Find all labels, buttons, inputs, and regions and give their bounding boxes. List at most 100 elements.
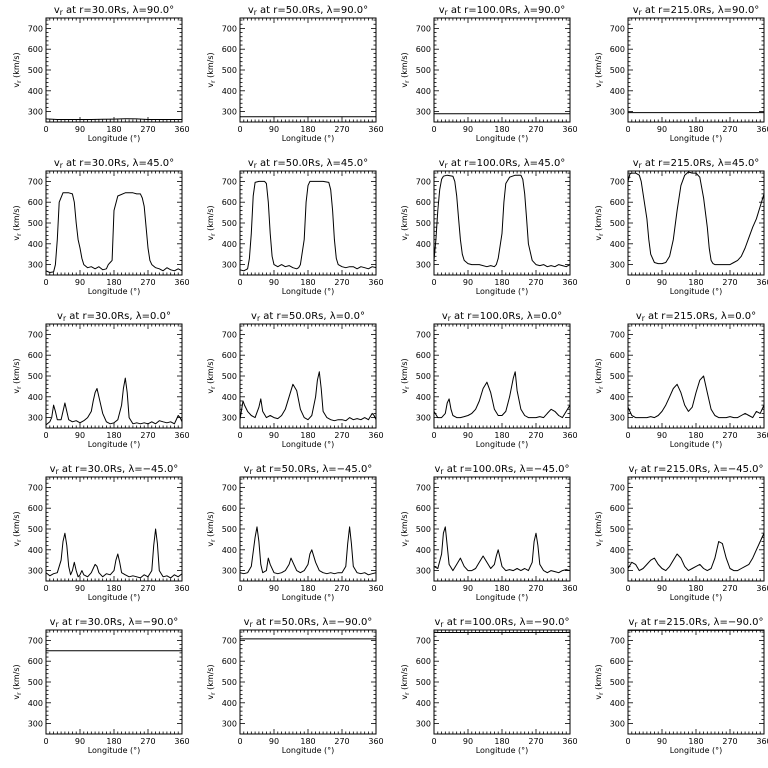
y-tick-label: 700 [222, 177, 237, 186]
panel-title-subscript: r [63, 314, 67, 323]
panel-title: vr at r=50.0Rs, λ=−45.0° [244, 464, 373, 476]
y-axis-label-subscript: r [210, 386, 217, 389]
panel-title-subscript: r [254, 8, 258, 17]
panel-6: vr at r=50.0Rs, λ=45.0°0 90 180 270 36030040… [206, 158, 384, 296]
panel-title: vr at r=100.0Rs, λ=90.0° [439, 5, 566, 17]
x-tick-label: 180 [688, 584, 703, 593]
x-tick-label: 270 [528, 431, 543, 440]
plot-frame [239, 476, 377, 582]
y-axis-label-symbol: v [400, 83, 409, 88]
y-tick-label: 300 [28, 108, 43, 117]
x-tick-label: 0 [43, 584, 48, 593]
x-tick-label: 360 [174, 584, 189, 593]
x-tick-label: 90 [269, 737, 279, 746]
y-tick-label: 600 [222, 351, 237, 360]
y-axis-label: vr (km/s) [594, 664, 605, 699]
y-axis-label-subscript: r [598, 233, 605, 236]
x-tick-label: 360 [368, 584, 383, 593]
y-axis-label-subscript: r [16, 233, 23, 236]
series-line [434, 371, 570, 419]
plot-frame [45, 629, 183, 735]
y-axis-label: vr (km/s) [12, 205, 23, 240]
panel-title-text: at r=215.0Rs, λ=0.0° [645, 311, 756, 322]
panel-title-symbol: v [435, 464, 441, 475]
y-axis-label-subscript: r [404, 386, 411, 389]
y-axis-label: vr (km/s) [400, 205, 411, 240]
y-axis-label-text: (km/s) [206, 664, 215, 692]
y-tick-label: 300 [28, 261, 43, 270]
y-axis-label: vr (km/s) [206, 511, 217, 546]
x-tick-label: 0 [625, 431, 630, 440]
panel-title: vr at r=50.0Rs, λ=90.0° [248, 5, 368, 17]
y-tick-label: 500 [222, 66, 237, 75]
series-line [46, 377, 182, 426]
panel-title-symbol: v [633, 5, 639, 16]
y-axis-label: vr (km/s) [594, 358, 605, 393]
y-tick-label: 500 [28, 66, 43, 75]
y-tick-label: 700 [610, 483, 625, 492]
panel-title-text: at r=215.0Rs, λ=90.0° [642, 5, 760, 16]
x-tick-label: 180 [300, 278, 315, 287]
x-tick-label: 270 [140, 125, 155, 134]
y-tick-label: 700 [222, 636, 237, 645]
x-tick-label: 270 [140, 278, 155, 287]
panel-9: vr at r=30.0Rs, λ=0.0°0 90 180 270 360300400… [12, 311, 190, 449]
y-tick-label: 400 [610, 699, 625, 708]
y-tick-label: 300 [416, 567, 431, 576]
y-axis-label-subscript: r [404, 80, 411, 83]
plot-frame [45, 323, 183, 429]
plot-frame [627, 476, 765, 582]
y-axis-label: vr (km/s) [400, 664, 411, 699]
x-tick-label: 270 [722, 431, 737, 440]
panel-title-text: at r=30.0Rs, λ=0.0° [66, 311, 171, 322]
y-axis-label-text: (km/s) [12, 511, 21, 539]
panel-4: vr at r=215.0Rs, λ=90.0°0901802703603004… [594, 5, 768, 143]
panel-title-symbol: v [50, 617, 56, 628]
panel-title-symbol: v [54, 5, 60, 16]
y-tick-label: 600 [222, 504, 237, 513]
y-tick-label: 500 [416, 219, 431, 228]
y-tick-label: 400 [416, 546, 431, 555]
y-tick-label: 600 [28, 45, 43, 54]
y-axis-label-text: (km/s) [12, 205, 21, 233]
x-axis-label: Longitude (°) [282, 440, 335, 449]
y-tick-label: 500 [610, 66, 625, 75]
x-tick-label: 90 [269, 125, 279, 134]
y-axis-label-text: (km/s) [594, 358, 603, 386]
x-tick-label: 360 [562, 431, 577, 440]
x-tick-label: 0 [431, 737, 436, 746]
x-tick-label: 180 [494, 737, 509, 746]
panel-title-symbol: v [629, 464, 635, 475]
series-line [46, 528, 182, 579]
panel-title-symbol: v [435, 617, 441, 628]
x-tick-label: 90 [75, 431, 85, 440]
y-tick-label: 700 [222, 24, 237, 33]
y-axis-label: vr (km/s) [400, 511, 411, 546]
x-axis-label: Longitude (°) [476, 287, 529, 296]
y-tick-label: 500 [222, 219, 237, 228]
panel-14: vr at r=50.0Rs, λ=−45.0°0 90 180 270 3603004… [206, 464, 384, 602]
panel-title: vr at r=215.0Rs, λ=45.0° [633, 158, 760, 170]
x-axis-label: Longitude (°) [670, 134, 723, 143]
y-axis-label: vr (km/s) [594, 511, 605, 546]
x-tick-label: 180 [300, 737, 315, 746]
panel-title-subscript: r [445, 161, 449, 170]
x-axis-label: Longitude (°) [670, 440, 723, 449]
y-tick-label: 400 [610, 393, 625, 402]
panel-title-symbol: v [244, 464, 250, 475]
x-tick-label: 0 [625, 584, 630, 593]
y-axis-label: vr (km/s) [206, 52, 217, 87]
plot-frame [627, 17, 765, 123]
panel-title: vr at r=30.0Rs, λ=−45.0° [50, 464, 179, 476]
x-tick-label: 270 [334, 278, 349, 287]
y-axis-label-symbol: v [594, 542, 603, 547]
x-tick-label: 180 [494, 125, 509, 134]
y-tick-label: 700 [416, 177, 431, 186]
x-axis-label: Longitude (°) [88, 440, 141, 449]
panel-title-subscript: r [60, 8, 64, 17]
x-tick-label: 180 [300, 584, 315, 593]
x-axis-label: Longitude (°) [282, 287, 335, 296]
x-tick-label: 0 [237, 737, 242, 746]
panel-title: vr at r=50.0Rs, λ=45.0° [248, 158, 368, 170]
x-tick-label: 90 [269, 431, 279, 440]
